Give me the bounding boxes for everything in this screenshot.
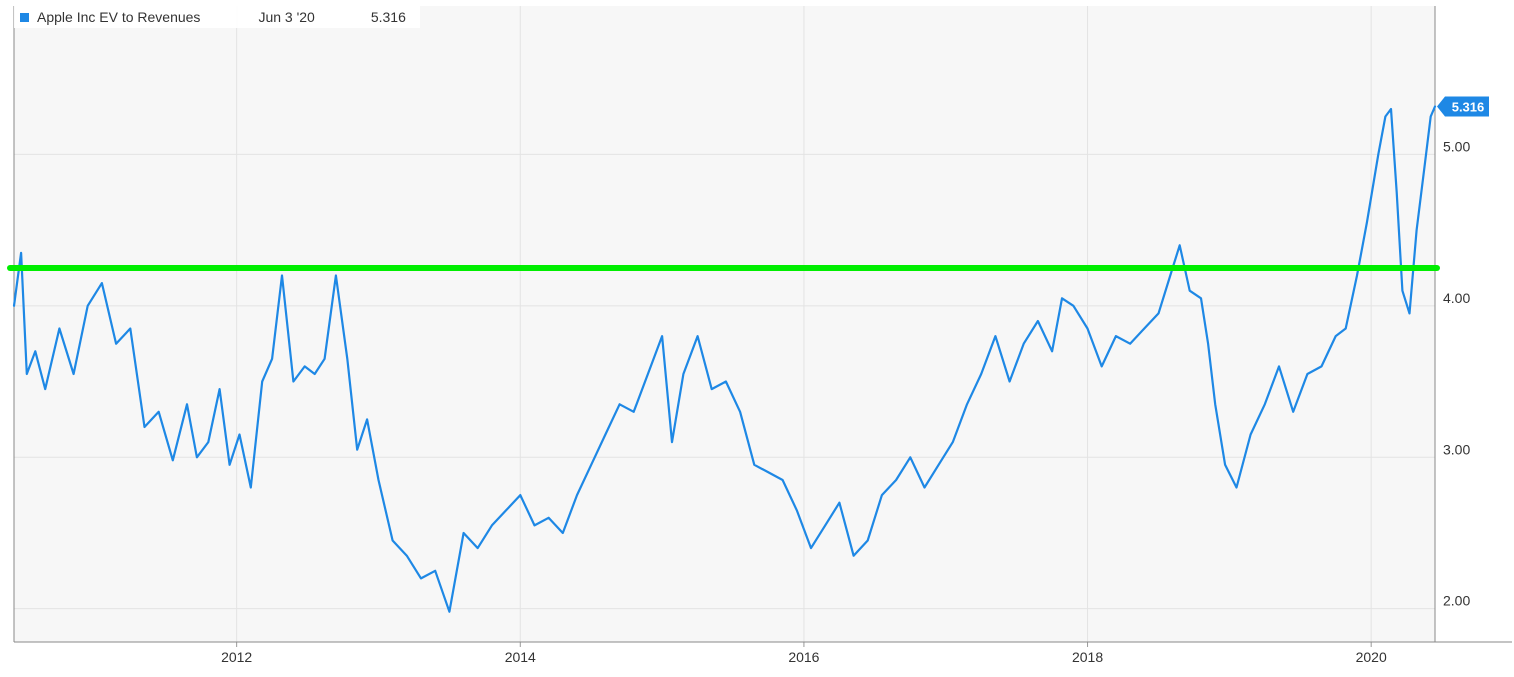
last-value-label: 5.316: [1452, 100, 1485, 115]
legend-date: Jun 3 '20: [258, 9, 315, 25]
last-value-tag: [1437, 96, 1489, 117]
y-tick-label: 3.00: [1443, 441, 1470, 457]
grid-lines: [14, 6, 1435, 642]
y-tick-label: 5.00: [1443, 138, 1470, 154]
y-tick-label: 2.00: [1443, 593, 1470, 609]
chart-legend: Apple Inc EV to Revenues Jun 3 '20 5.316: [14, 6, 420, 28]
legend-series-name: Apple Inc EV to Revenues: [37, 9, 201, 25]
y-tick-label: 4.00: [1443, 290, 1470, 306]
legend-value: 5.316: [370, 9, 406, 25]
series-swatch: [20, 12, 29, 22]
x-tick-label: 2016: [788, 649, 819, 665]
x-tick-label: 2014: [505, 649, 536, 665]
tick-labels: 2012 2014 2016 2018 2020 2.00 3.00 4.00 5.00: [221, 138, 1470, 665]
axes: [13, 6, 1512, 647]
x-tick-label: 2018: [1072, 649, 1103, 665]
x-tick-label: 2020: [1356, 649, 1387, 665]
plot-area: [14, 6, 1435, 642]
series-line-0: [12, 105, 1437, 613]
series-layer: [12, 105, 1437, 613]
last-value-label-layer: 5.316: [1437, 96, 1489, 117]
x-tick-label: 2012: [221, 649, 252, 665]
